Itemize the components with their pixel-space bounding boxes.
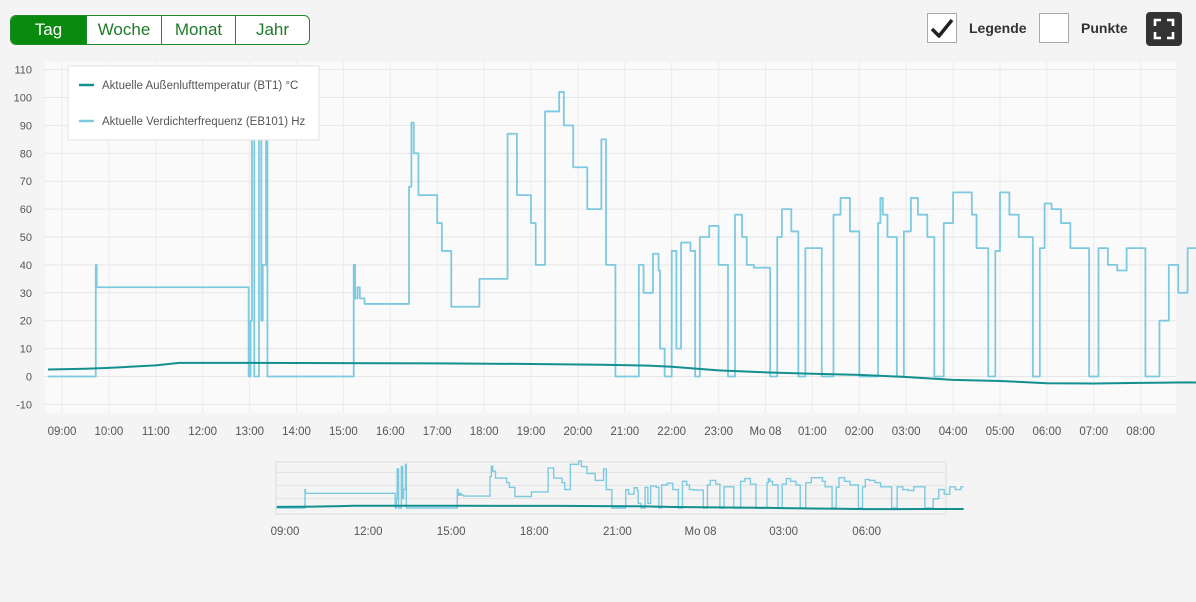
y-tick-label: -10 bbox=[16, 399, 32, 411]
x-tick-label: 12:00 bbox=[188, 426, 217, 438]
y-tick-label: 80 bbox=[20, 148, 32, 160]
x-tick-label: 21:00 bbox=[610, 426, 639, 438]
legend-box bbox=[67, 65, 320, 141]
navigator-tick-label: 09:00 bbox=[271, 526, 300, 538]
series-line-temperature[interactable] bbox=[47, 361, 1196, 385]
tab-woche[interactable]: Woche bbox=[86, 16, 161, 44]
points-checkbox[interactable] bbox=[1039, 13, 1069, 43]
x-tick-label: 19:00 bbox=[517, 426, 546, 438]
navigator-tick-label: 21:00 bbox=[603, 526, 632, 538]
navigator-series bbox=[276, 460, 964, 511]
y-tick-label: 30 bbox=[20, 288, 32, 300]
check-icon bbox=[930, 18, 954, 38]
x-tick-label: 03:00 bbox=[892, 426, 921, 438]
y-tick-label: 60 bbox=[20, 204, 32, 216]
range-tabs: Tag Woche Monat Jahr bbox=[10, 15, 310, 45]
fullscreen-button[interactable] bbox=[1146, 12, 1182, 46]
x-tick-label: 16:00 bbox=[376, 426, 405, 438]
navigator-ticks: 09:00 12:00 15:00 18:00 21:00 Mo 08 03:00 06:00 bbox=[271, 526, 881, 538]
x-tick-label: 17:00 bbox=[423, 426, 452, 438]
legend-toggle[interactable]: Legende bbox=[927, 13, 1027, 43]
y-tick-label: 70 bbox=[20, 176, 32, 188]
x-tick-label: 15:00 bbox=[329, 426, 358, 438]
navigator-line-frequency bbox=[276, 460, 964, 509]
x-tick-label: 10:00 bbox=[95, 426, 124, 438]
legend-checkbox[interactable] bbox=[927, 13, 957, 43]
navigator-tick-label: 18:00 bbox=[520, 526, 549, 538]
x-tick-label: 06:00 bbox=[1033, 426, 1062, 438]
navigator-grid bbox=[277, 471, 945, 499]
navigator-tick-label: 06:00 bbox=[852, 526, 881, 538]
series bbox=[47, 91, 1196, 385]
x-tick-label: 13:00 bbox=[235, 426, 264, 438]
y-tick-label: 10 bbox=[20, 344, 32, 356]
navigator-chart[interactable]: 09:00 12:00 15:00 18:00 21:00 Mo 08 03:00 06:00 bbox=[0, 450, 1196, 600]
legend-label: Legende bbox=[969, 20, 1027, 36]
tab-monat[interactable]: Monat bbox=[161, 16, 235, 44]
y-tick-label: 100 bbox=[14, 93, 32, 105]
x-tick-label: 23:00 bbox=[704, 426, 733, 438]
navigator-tick-label: 12:00 bbox=[354, 526, 383, 538]
x-tick-label: 05:00 bbox=[986, 426, 1015, 438]
legend-label-frequency[interactable]: Aktuelle Verdichterfrequenz (EB101) Hz bbox=[102, 116, 306, 128]
x-tick-label: 04:00 bbox=[939, 426, 968, 438]
x-tick-label: 14:00 bbox=[282, 426, 311, 438]
x-tick-label: 01:00 bbox=[798, 426, 827, 438]
y-tick-label: 0 bbox=[26, 372, 32, 384]
x-tick-label: 02:00 bbox=[845, 426, 874, 438]
y-tick-label: 50 bbox=[20, 232, 32, 244]
fullscreen-icon bbox=[1153, 18, 1175, 40]
legend-label-temperature[interactable]: Aktuelle Außenlufttemperatur (BT1) °C bbox=[102, 80, 298, 92]
x-tick-label: 07:00 bbox=[1079, 426, 1108, 438]
tab-jahr[interactable]: Jahr bbox=[235, 16, 309, 44]
x-tick-label: 08:00 bbox=[1126, 426, 1155, 438]
points-label: Punkte bbox=[1081, 20, 1128, 36]
x-tick-label: 11:00 bbox=[142, 426, 170, 438]
x-tick-label: 20:00 bbox=[564, 426, 593, 438]
x-tick-label: 09:00 bbox=[48, 426, 77, 438]
x-tick-label: 22:00 bbox=[657, 426, 686, 438]
chart-legend[interactable]: Aktuelle Außenlufttemperatur (BT1) °C Ak… bbox=[67, 65, 320, 141]
y-tick-label: 40 bbox=[20, 260, 32, 272]
series-line-frequency[interactable] bbox=[47, 91, 1196, 378]
x-tick-label: Mo 08 bbox=[750, 426, 782, 438]
x-axis-ticks: 09:00 10:00 11:00 12:00 13:00 14:00 15:00 16:00… bbox=[48, 426, 1155, 438]
navigator-tick-label: Mo 08 bbox=[685, 526, 717, 538]
x-tick-label: 18:00 bbox=[470, 426, 499, 438]
navigator-line-temperature bbox=[276, 504, 964, 511]
navigator-tick-label: 15:00 bbox=[437, 526, 466, 538]
y-tick-label: 110 bbox=[14, 65, 32, 77]
navigator-tick-label: 03:00 bbox=[769, 526, 798, 538]
tab-tag[interactable]: Tag bbox=[11, 16, 86, 44]
y-tick-label: 90 bbox=[20, 120, 32, 132]
y-tick-label: 20 bbox=[20, 316, 32, 328]
points-toggle[interactable]: Punkte bbox=[1039, 13, 1128, 43]
